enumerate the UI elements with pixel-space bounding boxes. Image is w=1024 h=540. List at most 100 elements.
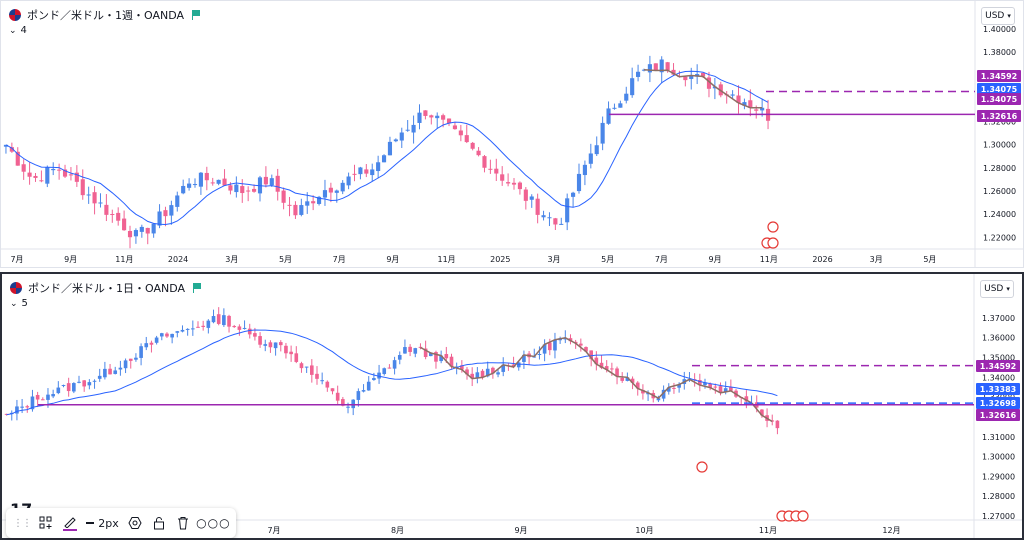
candle-body bbox=[718, 386, 723, 393]
candle-body bbox=[742, 102, 747, 106]
candle-body bbox=[635, 382, 640, 389]
moving-average-line bbox=[5, 70, 769, 226]
line-width-button[interactable]: 2px bbox=[82, 510, 123, 536]
candle-body bbox=[399, 132, 404, 141]
candle-body bbox=[553, 218, 558, 225]
candle-body bbox=[584, 347, 588, 352]
currency-label: USD bbox=[985, 11, 1005, 21]
chevron-down-icon: ▾ bbox=[1007, 12, 1011, 20]
candle-body bbox=[316, 196, 322, 204]
weekly-chart-pane[interactable]: ポンド／米ドル・1週・OANDA ⌄ 4 USD ▾ 1.40000 1.3800… bbox=[0, 0, 1024, 268]
daily-chart-pane[interactable]: ポンド／米ドル・1日・OANDA ⌄ 5 USD ▾ 1.37000 1.3600… bbox=[0, 272, 1024, 540]
candle-body bbox=[72, 383, 76, 392]
settings-hex-icon[interactable] bbox=[123, 510, 147, 536]
candle-body bbox=[444, 354, 449, 359]
chart-legend: ポンド／米ドル・1日・OANDA bbox=[10, 280, 203, 296]
indicators-toggle[interactable]: ⌄ 4 bbox=[9, 25, 27, 36]
candle-body bbox=[9, 147, 14, 152]
candle-body bbox=[364, 169, 369, 174]
candle-body bbox=[672, 387, 676, 389]
lock-icon[interactable] bbox=[147, 510, 171, 536]
market-status-icon[interactable] bbox=[191, 282, 203, 294]
candle-body bbox=[408, 346, 412, 352]
candle-body bbox=[87, 382, 92, 386]
currency-button[interactable]: USD ▾ bbox=[980, 280, 1014, 298]
candle-body bbox=[80, 179, 85, 196]
economic-event-icon bbox=[767, 221, 779, 233]
candle-body bbox=[273, 342, 278, 349]
candle-body bbox=[68, 174, 74, 176]
candle-body bbox=[252, 188, 257, 192]
chart-title[interactable]: ポンド／米ドル・1週・OANDA bbox=[27, 9, 185, 22]
candle-body bbox=[204, 172, 209, 181]
candle-body bbox=[154, 337, 159, 343]
candle-body bbox=[45, 167, 50, 184]
candle-body bbox=[352, 173, 357, 175]
time-tick-label: 3月 bbox=[225, 255, 238, 264]
candle-body bbox=[3, 144, 9, 147]
indicator-count: 4 bbox=[20, 25, 27, 36]
candle-body bbox=[500, 174, 505, 181]
candle-body bbox=[330, 388, 335, 392]
candle-body bbox=[511, 182, 517, 185]
candle-body bbox=[387, 141, 393, 156]
currency-button[interactable]: USD ▾ bbox=[981, 7, 1015, 25]
indicators-toggle[interactable]: ⌄ 5 bbox=[10, 298, 28, 309]
candle-body bbox=[470, 373, 474, 379]
candle-body bbox=[405, 129, 410, 131]
price-label-text: 1.34075 bbox=[981, 95, 1018, 104]
candle-body bbox=[666, 387, 671, 392]
market-status-icon[interactable] bbox=[190, 9, 202, 21]
candle-body bbox=[589, 350, 593, 360]
candle-body bbox=[594, 145, 599, 155]
trash-icon[interactable] bbox=[171, 510, 195, 536]
candle-body bbox=[269, 178, 274, 186]
candle-body bbox=[175, 331, 180, 333]
object-tree-icon[interactable] bbox=[34, 510, 58, 536]
candle-body bbox=[163, 210, 168, 217]
candle-body bbox=[139, 226, 144, 232]
chart-title[interactable]: ポンド／米ドル・1日・OANDA bbox=[28, 282, 186, 295]
candle-body bbox=[700, 72, 706, 77]
candle-body bbox=[334, 190, 339, 193]
candle-body bbox=[170, 333, 174, 338]
wave-line bbox=[643, 68, 763, 109]
candle-body bbox=[423, 110, 428, 116]
time-tick-label: 5月 bbox=[279, 255, 292, 264]
candle-body bbox=[542, 344, 547, 354]
candle-body bbox=[335, 392, 340, 401]
time-tick-label: 9月 bbox=[386, 255, 399, 264]
candle-body bbox=[216, 179, 221, 184]
more-icon[interactable]: ○○○ bbox=[196, 516, 231, 530]
candle-body bbox=[488, 168, 493, 170]
candle-body bbox=[139, 346, 143, 358]
candle-body bbox=[56, 387, 61, 394]
candle-body bbox=[15, 151, 20, 166]
grip-icon[interactable]: ⋮⋮ bbox=[13, 517, 32, 529]
candle-body bbox=[294, 353, 299, 362]
candle-body bbox=[522, 354, 526, 362]
candle-body bbox=[325, 381, 330, 388]
weekly-chart-canvas[interactable]: 1.400001.380001.360001.340001.320001.300… bbox=[1, 1, 1023, 267]
candle-body bbox=[149, 342, 154, 345]
daily-chart-canvas[interactable]: 1.370001.360001.350001.340001.330001.320… bbox=[2, 274, 1022, 538]
candle-body bbox=[27, 172, 32, 177]
candle-body bbox=[413, 348, 418, 354]
candle-body bbox=[299, 205, 304, 215]
candle-body bbox=[491, 367, 495, 374]
pencil-icon[interactable] bbox=[58, 510, 82, 536]
price-label-badge bbox=[977, 83, 1021, 95]
candle-body bbox=[169, 205, 174, 216]
price-label-text: 1.34592 bbox=[981, 72, 1017, 81]
candle-body bbox=[240, 186, 245, 194]
candle-body bbox=[20, 406, 24, 408]
candle-body bbox=[165, 333, 169, 337]
symbol-icon bbox=[10, 282, 22, 294]
candle-body bbox=[428, 352, 433, 357]
candle-body bbox=[736, 95, 741, 103]
candle-body bbox=[216, 314, 221, 324]
time-tick-label: 2026 bbox=[812, 255, 832, 264]
price-tick-label: 1.28000 bbox=[982, 492, 1015, 501]
time-tick-label: 9月 bbox=[709, 255, 722, 264]
candle-body bbox=[665, 62, 670, 71]
